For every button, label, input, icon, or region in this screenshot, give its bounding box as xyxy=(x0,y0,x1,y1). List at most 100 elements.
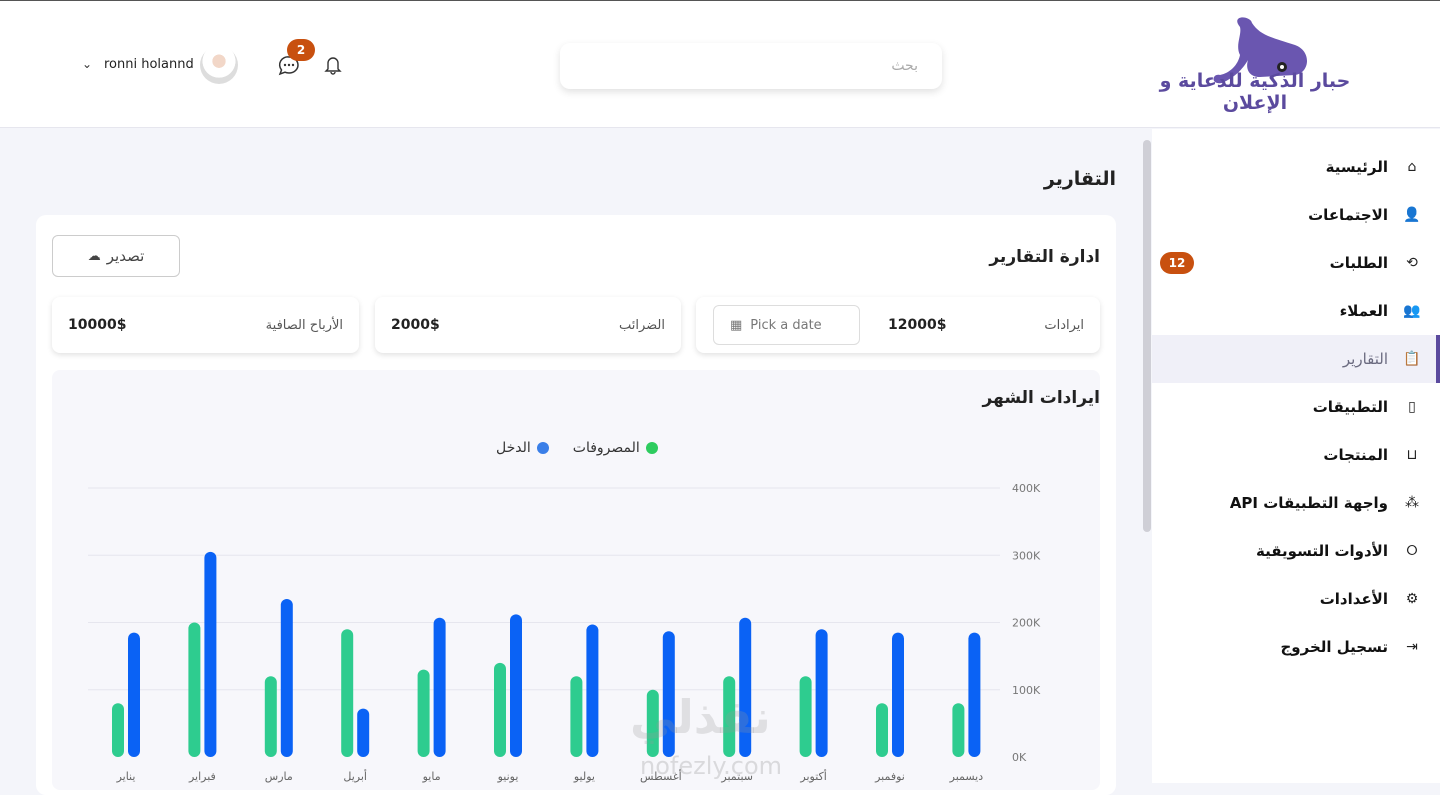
sidebar-item[interactable]: ⁂ واجهة التطبيقات API xyxy=(1152,479,1440,527)
bar-income[interactable] xyxy=(357,708,370,757)
x-tick-label: ديسمبر xyxy=(949,770,984,783)
watermark: نفذلي xyxy=(630,690,771,744)
bar-income[interactable] xyxy=(280,598,293,757)
legend-label: المصروفات xyxy=(572,440,640,456)
bar-expenses[interactable] xyxy=(570,676,583,757)
logo[interactable]: حبار الذكية للدعاية و الإعلان xyxy=(1150,13,1360,118)
sidebar-item[interactable]: 👥 العملاء xyxy=(1152,287,1440,335)
export-button[interactable]: تصدير ☁ xyxy=(52,235,180,277)
bar-income[interactable] xyxy=(510,614,522,757)
header: حبار الذكية للدعاية و الإعلان بحث 2 ronn… xyxy=(0,1,1440,128)
avatar[interactable] xyxy=(200,46,238,84)
x-tick-label: نوفمبر xyxy=(874,770,905,783)
stat-label: ايرادات xyxy=(1044,317,1084,333)
sidebar-item[interactable]: 📋 التقارير xyxy=(1152,335,1440,383)
legend-dot xyxy=(536,442,549,454)
y-tick-label: 400K xyxy=(1012,482,1041,495)
sidebar-item-label: الطلبات xyxy=(1329,254,1388,272)
bar-income[interactable] xyxy=(892,632,904,757)
sidebar-item-label: تسجيل الخروج xyxy=(1280,638,1389,656)
octopus-logo-icon xyxy=(1213,17,1308,84)
sidebar-item[interactable]: ⚙ الأعدادات xyxy=(1152,575,1440,623)
notification-badge: 12 xyxy=(1160,252,1194,274)
sidebar-item-label: العملاء xyxy=(1339,302,1388,320)
gear-icon: ⚙ xyxy=(1405,591,1419,607)
logo-text: حبار الذكية للدعاية و الإعلان xyxy=(1159,70,1351,114)
x-tick-label: أكتوبر xyxy=(799,769,826,783)
circle-icon: ⭘ xyxy=(1406,543,1418,559)
sidebar-item[interactable]: ⭘ الأدوات التسويقية xyxy=(1152,527,1440,575)
bar-expenses[interactable] xyxy=(876,703,888,757)
bar-expenses[interactable] xyxy=(188,622,201,758)
page-title: التقارير xyxy=(1043,168,1116,190)
x-tick-label: مايو xyxy=(422,770,441,783)
bar-income[interactable] xyxy=(433,617,446,757)
bar-expenses[interactable] xyxy=(417,669,430,757)
sidebar-item[interactable]: ⌂ الرئيسية xyxy=(1152,143,1440,191)
report-icon: 📋 xyxy=(1403,351,1421,367)
x-tick-label: أغسطس xyxy=(640,769,682,783)
bar-income[interactable] xyxy=(662,631,675,757)
sidebar-item[interactable]: ▯ التطبيقات xyxy=(1152,383,1440,431)
bar-expenses[interactable] xyxy=(723,676,736,757)
legend-income[interactable]: الدخل xyxy=(496,440,549,456)
cloud-upload-icon: ☁ xyxy=(87,248,101,264)
chart-title: ايرادات الشهر xyxy=(982,388,1100,408)
y-tick-label: 0K xyxy=(1012,751,1027,764)
chart-legend: المصروفات الدخل xyxy=(496,440,658,456)
y-tick-label: 300K xyxy=(1012,549,1041,562)
card-title: ادارة التقارير xyxy=(989,247,1100,267)
chat-icon[interactable] xyxy=(278,55,300,77)
scrollbar[interactable] xyxy=(1143,140,1151,532)
mobile-app-icon: ▯ xyxy=(1408,399,1416,415)
sidebar-item-label: المنتجات xyxy=(1323,446,1388,464)
sidebar-item-label: الأدوات التسويقية xyxy=(1256,542,1388,560)
bar-income[interactable] xyxy=(815,629,828,757)
bar-expenses[interactable] xyxy=(952,703,965,757)
bar-chart: 0K 100K 200K 300K 400K يناير فبراير مارس أبريل ما… xyxy=(88,482,1041,783)
user-name[interactable]: ronni holannd xyxy=(104,57,194,72)
y-tick-label: 100K xyxy=(1012,684,1041,697)
date-placeholder: Pick a date xyxy=(750,317,822,333)
stat-value: 10000$ xyxy=(68,317,127,333)
sidebar-item-label: التقارير xyxy=(1342,350,1388,368)
sidebar-item[interactable]: ⟲ الطلبات 12 xyxy=(1152,239,1440,287)
cubes-icon: ⁂ xyxy=(1405,495,1419,511)
stat-label: الأرباح الصافية xyxy=(265,317,343,333)
bar-income[interactable] xyxy=(128,632,140,757)
stat-value: 2000$ xyxy=(391,317,440,333)
bar-expenses[interactable] xyxy=(112,703,124,757)
legend-label: الدخل xyxy=(496,440,531,456)
stat-label: الضرائب xyxy=(618,317,665,333)
bar-expenses[interactable] xyxy=(494,662,506,757)
date-picker[interactable]: ▦ Pick a date xyxy=(713,305,860,345)
bar-expenses[interactable] xyxy=(646,689,659,757)
x-tick-label: فبراير xyxy=(188,770,216,783)
chevron-down-icon[interactable]: ⌄ xyxy=(82,57,93,71)
sidebar-item[interactable]: 👤 الاجتماعات xyxy=(1152,191,1440,239)
home-icon: ⌂ xyxy=(1407,159,1417,175)
stat-net-profit: الأرباح الصافية 10000$ xyxy=(52,297,359,353)
bar-expenses[interactable] xyxy=(264,676,277,757)
x-tick-label: سبتمبر xyxy=(720,770,753,783)
bar-income[interactable] xyxy=(968,632,981,757)
sidebar-item-label: واجهة التطبيقات API xyxy=(1229,494,1388,512)
x-tick-label: يناير xyxy=(116,770,136,783)
legend-expenses[interactable]: المصروفات xyxy=(573,440,658,456)
sidebar-item[interactable]: ⊔ المنتجات xyxy=(1152,431,1440,479)
export-label: تصدير xyxy=(106,247,145,265)
bell-icon[interactable] xyxy=(324,55,342,75)
bar-expenses[interactable] xyxy=(799,676,812,757)
calendar-icon: ▦ xyxy=(730,317,743,333)
user-icon: 👤 xyxy=(1403,207,1421,223)
search-input[interactable]: بحث xyxy=(560,43,942,89)
watermark-url: nofezly.com xyxy=(640,752,783,780)
bar-income[interactable] xyxy=(739,617,752,757)
sidebar-item[interactable]: ⇥ تسجيل الخروج xyxy=(1152,623,1440,671)
chat-reply-icon: ⟲ xyxy=(1406,255,1418,271)
stat-value: 12000$ xyxy=(888,317,947,333)
bar-income[interactable] xyxy=(204,551,217,757)
legend-dot xyxy=(645,442,658,454)
bar-expenses[interactable] xyxy=(341,629,354,757)
bar-income[interactable] xyxy=(586,624,599,757)
